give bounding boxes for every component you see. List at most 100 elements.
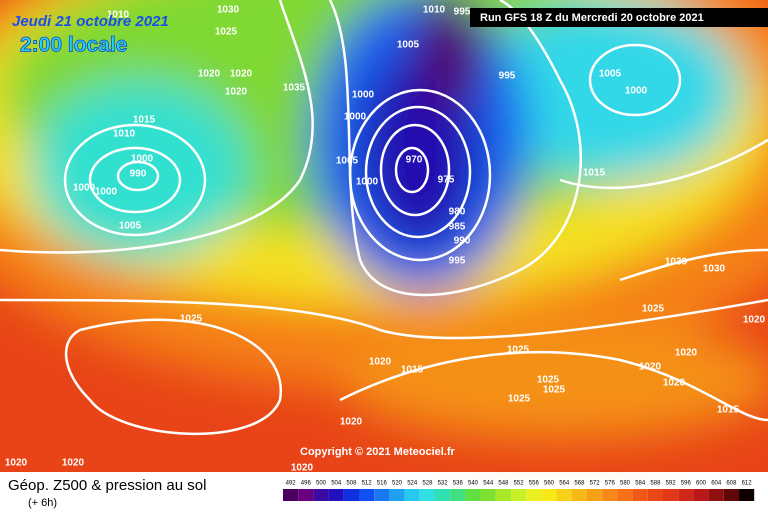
scale-swatch [328, 489, 344, 501]
isobar-label: 1020 [5, 458, 28, 469]
scale-swatch [617, 489, 633, 501]
isobar-label: 1000 [131, 154, 154, 165]
isobar-label: 980 [449, 207, 466, 218]
isobar-label: 1000 [73, 183, 96, 194]
isobar-label: 1005 [336, 156, 359, 167]
scale-swatch [450, 489, 466, 501]
scale-label: 492 [286, 481, 297, 487]
z500-field [0, 0, 768, 440]
scale-label: 576 [605, 481, 616, 487]
isobar-label: 995 [449, 256, 466, 267]
isobar-label: 1020 [340, 417, 363, 428]
isobar-label: 1030 [703, 264, 726, 275]
isobar-label: 1005 [119, 221, 142, 232]
isobar-label: 1025 [537, 375, 560, 386]
isobar-label: 1025 [508, 394, 531, 405]
scale-swatch [678, 489, 694, 501]
scale-label: 560 [544, 481, 555, 487]
isobar-label: 1020 [62, 458, 85, 469]
scale-swatch [511, 489, 527, 501]
scale-label: 584 [635, 481, 646, 487]
scale-swatch [313, 489, 329, 501]
scale-swatch [647, 489, 663, 501]
scale-swatch [495, 489, 511, 501]
isobar-label: 1015 [583, 168, 606, 179]
scale-swatch [359, 489, 375, 501]
isobar-label: 1000 [356, 177, 379, 188]
scale-swatch [374, 489, 390, 501]
scale-label: 500 [316, 481, 327, 487]
scale-swatch [541, 489, 557, 501]
scale-label: 580 [620, 481, 631, 487]
isobars [0, 0, 768, 435]
isobar-label: 970 [406, 155, 423, 166]
scale-label: 524 [407, 481, 418, 487]
scale-swatch [693, 489, 709, 501]
scale-label: 588 [650, 481, 661, 487]
isobar-label: 1030 [665, 257, 688, 268]
scale-label: 568 [574, 481, 585, 487]
isobar-label: 1015 [717, 405, 740, 416]
isobar-label: 1020 [369, 357, 392, 368]
isobar-label: 1030 [217, 5, 240, 16]
scale-swatch [465, 489, 481, 501]
scale-swatch [298, 489, 314, 501]
scale-swatch [571, 489, 587, 501]
scale-label: 604 [711, 481, 722, 487]
isobar-label: 1025 [180, 314, 203, 325]
scale-label: 496 [301, 481, 312, 487]
scale-label: 564 [559, 481, 570, 487]
map: Copyright © 2021 Meteociel.fr 1010 1030 10… [0, 0, 768, 474]
run-banner [470, 8, 768, 27]
isobar-label: 1020 [675, 348, 698, 359]
scale-label: 548 [498, 481, 509, 487]
run-text: Run GFS 18 Z du Mercredi 20 octobre 2021 [480, 12, 704, 24]
scale-label: 612 [742, 481, 753, 487]
scale-label: 528 [422, 481, 433, 487]
scale-swatch [435, 489, 451, 501]
isobar-label: 1005 [397, 40, 420, 51]
isobar-label: 995 [499, 71, 516, 82]
isobar-label: 1020 [639, 362, 662, 373]
scale-label: 512 [362, 481, 373, 487]
isobar-label: 1025 [642, 304, 665, 315]
scale-swatch [739, 489, 755, 501]
copyright: Copyright © 2021 Meteociel.fr [300, 446, 456, 458]
isobar-label: 1020 [198, 69, 221, 80]
scale-swatch [526, 489, 542, 501]
scale-swatch [708, 489, 724, 501]
scale-label: 516 [377, 481, 388, 487]
isobar-label: 995 [454, 7, 471, 18]
scale-label: 596 [681, 481, 692, 487]
scale-swatch [587, 489, 603, 501]
isobar-label: 1010 [107, 10, 130, 21]
isobar-label: 985 [449, 222, 466, 233]
scale-label: 544 [483, 481, 494, 487]
isobar-label: 1000 [352, 90, 375, 101]
footer-title: Géop. Z500 & pression au sol [8, 477, 206, 494]
scale-label: 540 [468, 481, 479, 487]
isobar-label: 1000 [95, 187, 118, 198]
scale-swatch [556, 489, 572, 501]
isobar-label: 1020 [291, 463, 314, 474]
isobar-label: 1000 [344, 112, 367, 123]
isobar-label: 1010 [113, 129, 136, 140]
scale-label: 592 [666, 481, 677, 487]
isobar-label: 1035 [283, 83, 306, 94]
scale-label: 600 [696, 481, 707, 487]
scale-label: 504 [331, 481, 342, 487]
footer-step: (+ 6h) [28, 497, 57, 509]
scale-label: 572 [590, 481, 601, 487]
isobar-label: 1010 [423, 5, 446, 16]
isobar-label: 1020 [230, 69, 253, 80]
isobar-label: 1025 [543, 385, 566, 396]
isobar-label: 1005 [599, 69, 622, 80]
scale-swatch [663, 489, 679, 501]
scale-label: 520 [392, 481, 403, 487]
scale-swatch [404, 489, 420, 501]
scale-label: 536 [453, 481, 464, 487]
isobar-label: 1025 [215, 27, 238, 38]
isobar-label: 1020 [743, 315, 766, 326]
